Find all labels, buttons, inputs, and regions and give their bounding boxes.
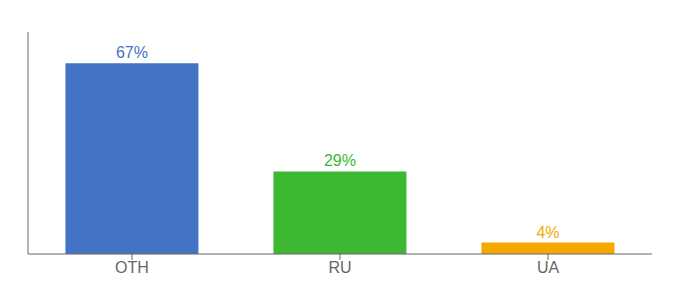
svg-text:4%: 4% xyxy=(536,224,559,241)
svg-text:OTH: OTH xyxy=(115,259,149,276)
svg-text:RU: RU xyxy=(328,259,351,276)
svg-text:UA: UA xyxy=(537,259,560,276)
svg-text:67%: 67% xyxy=(116,44,148,61)
svg-text:29%: 29% xyxy=(324,152,356,169)
